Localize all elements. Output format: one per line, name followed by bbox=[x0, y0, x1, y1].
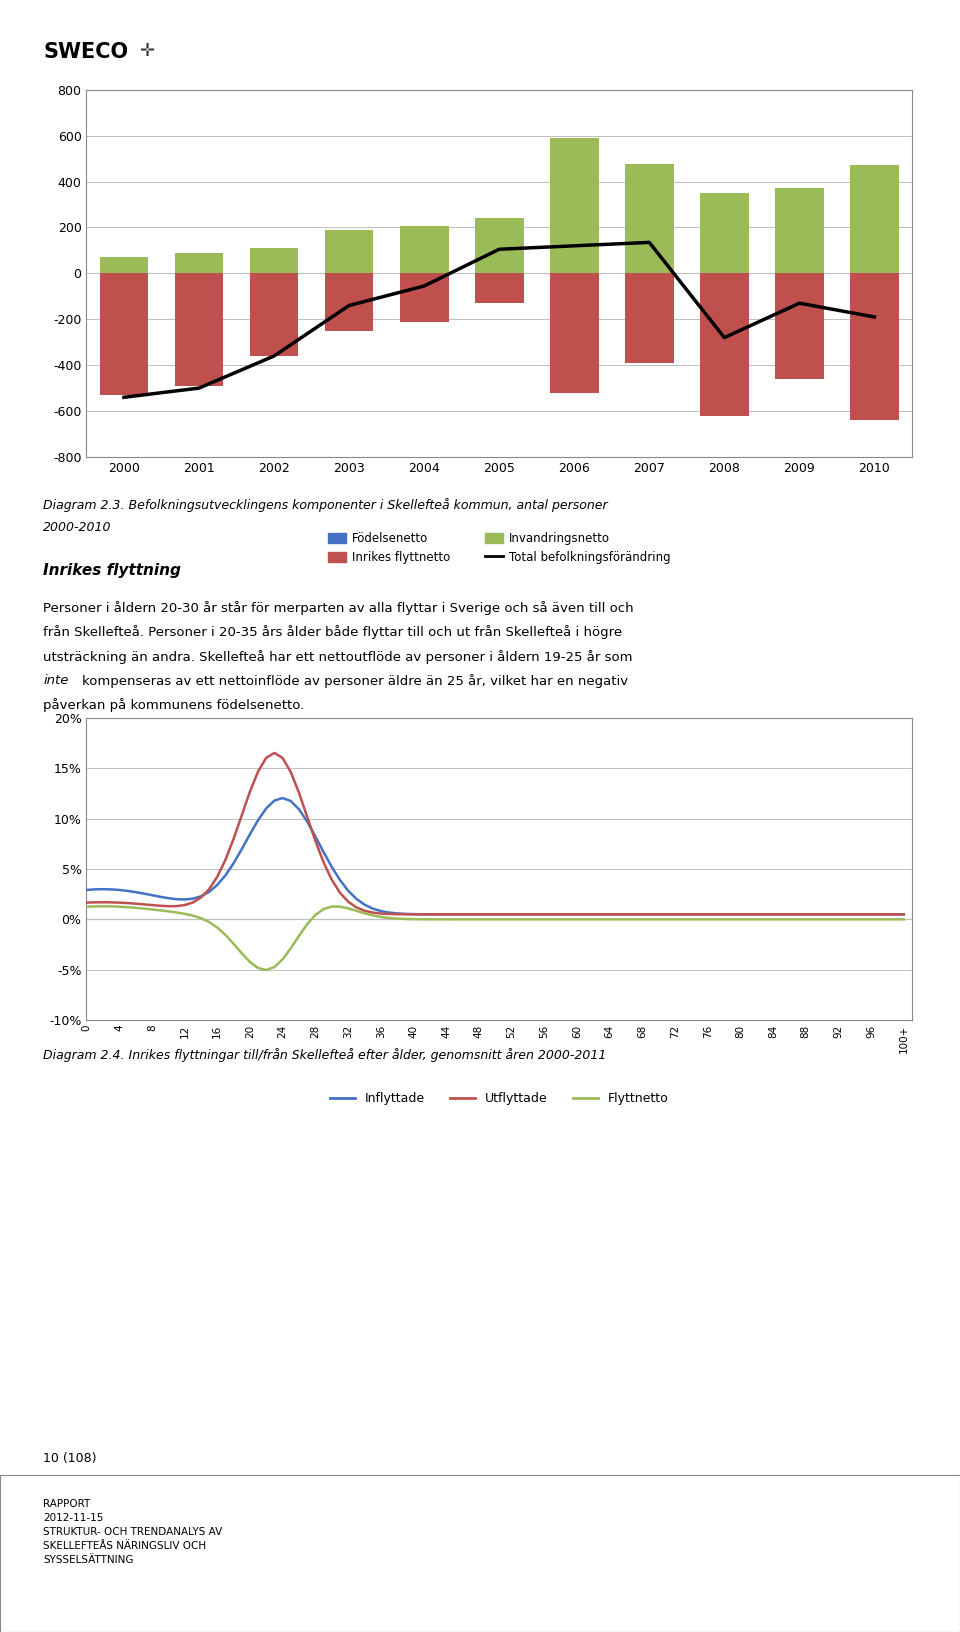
Bar bbox=[700, 193, 749, 274]
Bar bbox=[175, 253, 224, 274]
Bar bbox=[100, 274, 148, 297]
Bar bbox=[851, 274, 899, 421]
Bar bbox=[475, 274, 523, 289]
Bar bbox=[324, 230, 373, 274]
Bar bbox=[775, 274, 824, 379]
Bar bbox=[625, 165, 674, 274]
Text: Personer i åldern 20-30 år står för merparten av alla flyttar i Sverige och så ä: Personer i åldern 20-30 år står för merp… bbox=[43, 601, 634, 615]
Bar bbox=[475, 219, 523, 274]
Bar bbox=[625, 274, 674, 362]
Bar bbox=[250, 274, 299, 356]
Bar bbox=[250, 248, 299, 274]
Text: ✛: ✛ bbox=[139, 42, 155, 60]
Text: Diagram 2.4. Inrikes flyttningar till/från Skellefteå efter ålder, genomsnitt år: Diagram 2.4. Inrikes flyttningar till/fr… bbox=[43, 1048, 607, 1062]
Text: Inrikes flyttning: Inrikes flyttning bbox=[43, 563, 181, 578]
Bar bbox=[550, 139, 599, 274]
Bar bbox=[700, 274, 749, 416]
Bar bbox=[475, 274, 523, 304]
Text: SWECO: SWECO bbox=[43, 42, 129, 62]
Text: utsträckning än andra. Skellefteå har ett nettoutflöde av personer i åldern 19-2: utsträckning än andra. Skellefteå har et… bbox=[43, 650, 633, 664]
Text: inte: inte bbox=[43, 674, 68, 687]
Text: RAPPORT
2012-11-15
STRUKTUR- OCH TRENDANALYS AV
SKELLEFTEÅS NÄRINGSLIV OCH
SYSSE: RAPPORT 2012-11-15 STRUKTUR- OCH TRENDAN… bbox=[43, 1498, 223, 1565]
Bar bbox=[100, 274, 148, 395]
Text: Diagram 2.3. Befolkningsutvecklingens komponenter i Skellefteå kommun, antal per: Diagram 2.3. Befolkningsutvecklingens ko… bbox=[43, 498, 608, 512]
Bar bbox=[399, 227, 448, 274]
Text: kompenseras av ett nettoinflöde av personer äldre än 25 år, vilket har en negati: kompenseras av ett nettoinflöde av perso… bbox=[82, 674, 628, 689]
Text: från Skellefteå. Personer i 20-35 års ålder både flyttar till och ut från Skelle: från Skellefteå. Personer i 20-35 års ål… bbox=[43, 625, 622, 640]
Bar bbox=[775, 188, 824, 274]
Bar bbox=[399, 274, 448, 289]
Text: 10 (108): 10 (108) bbox=[43, 1452, 97, 1466]
Text: påverkan på kommunens födelsenetto.: påverkan på kommunens födelsenetto. bbox=[43, 698, 304, 713]
Bar bbox=[100, 258, 148, 274]
Bar bbox=[175, 274, 224, 295]
Legend: Inflyttade, Utflyttade, Flyttnetto: Inflyttade, Utflyttade, Flyttnetto bbox=[324, 1087, 674, 1110]
Bar bbox=[625, 274, 674, 289]
Bar bbox=[324, 274, 373, 292]
Bar bbox=[775, 274, 824, 286]
Bar bbox=[250, 274, 299, 297]
Bar bbox=[851, 165, 899, 274]
Text: 2000-2010: 2000-2010 bbox=[43, 521, 111, 534]
Bar bbox=[550, 274, 599, 286]
Bar bbox=[175, 274, 224, 385]
Bar bbox=[399, 274, 448, 322]
Bar bbox=[550, 274, 599, 393]
Bar bbox=[851, 274, 899, 289]
Bar bbox=[324, 274, 373, 331]
Legend: Födelsenetto, Inrikes flyttnetto, Invandringsnetto, Total befolkningsförändring: Födelsenetto, Inrikes flyttnetto, Invand… bbox=[324, 527, 675, 568]
Bar bbox=[700, 274, 749, 289]
